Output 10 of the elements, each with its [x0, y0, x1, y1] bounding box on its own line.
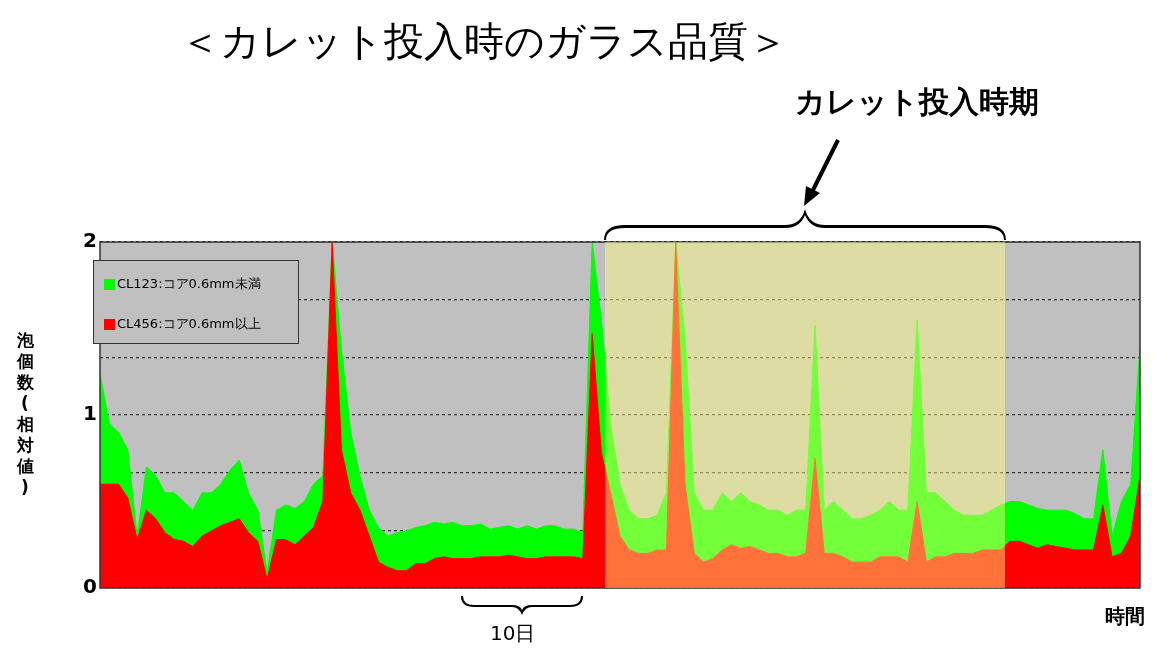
legend-label: CL123:コア0.6mm未満: [117, 275, 261, 293]
y-tick-label: 2: [83, 228, 97, 253]
chart-title: ＜カレット投入時のガラス品質＞: [180, 17, 788, 66]
y-axis-title: 泡個数(相対値): [15, 330, 35, 498]
text: 10日: [490, 620, 536, 647]
x-axis-title: 時間: [1105, 603, 1145, 630]
y-tick-label: 1: [83, 401, 97, 426]
text: カレット投入時期: [795, 83, 1039, 121]
y-tick-label: 0: [83, 574, 97, 599]
legend-label: CL456:コア0.6mm以上: [117, 315, 261, 333]
